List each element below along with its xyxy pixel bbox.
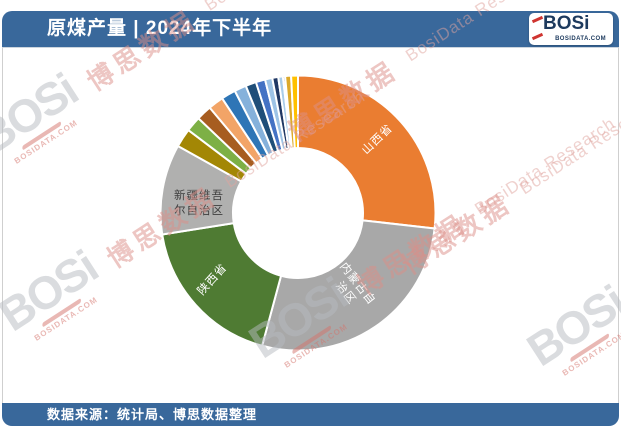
donut-segment-0	[297, 74, 437, 230]
logo-brand-text: BOSi	[543, 13, 590, 34]
donut-segment-1	[261, 219, 436, 352]
donut-chart	[159, 74, 437, 352]
logo-site-text: BOSIDATA.COM	[555, 36, 606, 42]
logo-accent-icon	[531, 15, 544, 24]
bosi-logo: BOSi BOSIDATA.COM	[529, 13, 613, 45]
page-title: 原煤产量 | 2024年下半年	[47, 18, 273, 39]
footer-bar: 数据来源：统计局、博思数据整理	[2, 403, 619, 426]
header-bar: 原煤产量 | 2024年下半年 BOSi BOSIDATA.COM	[2, 11, 619, 47]
chart-panel: 山西省 内蒙古自治区 陕西省 新疆维吾尔自治区	[2, 47, 619, 403]
logo-accent-icon	[531, 32, 544, 41]
donut-segment-17	[290, 74, 299, 150]
donut-segment-2	[161, 222, 283, 347]
data-source-text: 数据来源：统计局、博思数据整理	[47, 407, 258, 422]
